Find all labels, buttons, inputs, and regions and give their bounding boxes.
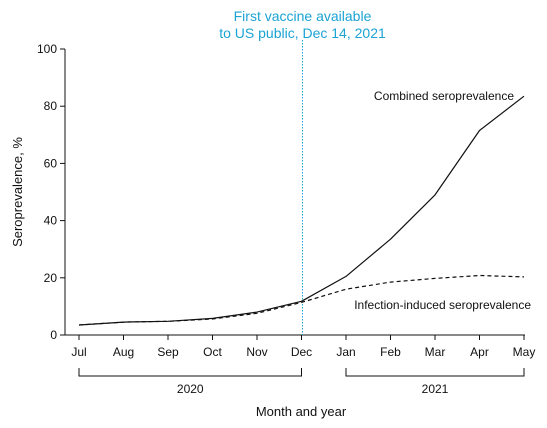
x-tick-label: May [513,345,536,359]
y-tick-label: 80 [44,99,58,113]
y-tick-label: 40 [44,214,58,228]
x-tick-label: Oct [203,345,222,359]
y-tick-label: 60 [44,156,58,170]
x-tick-label: Apr [470,345,489,359]
y-tick-label: 0 [50,328,57,342]
y-axis-title: Seroprevalence, % [10,137,25,247]
vaccine-annotation-line2: to US public, Dec 14, 2021 [219,25,386,41]
x-axis-title: Month and year [256,404,347,419]
x-tick-label: Feb [380,345,401,359]
x-tick-label: Dec [291,345,312,359]
year-label: 2020 [177,382,204,396]
year-label: 2021 [422,382,449,396]
year-bracket [78,368,302,377]
x-tick-label: Mar [425,345,446,359]
infection-series-line [78,274,525,326]
infection-series-label: Infection-induced seroprevalence [354,298,531,312]
y-tick-label: 20 [44,271,58,285]
x-tick-label: Aug [113,345,134,359]
vaccine-annotation-line1: First vaccine available [234,8,372,24]
axes: 0 20 40 60 80 100 Jul Aug Sep Oct Nov Dec Jan Feb Mar A… [37,42,535,396]
combined-series-line [78,95,525,326]
x-tick-label: Sep [157,345,179,359]
year-bracket [345,368,525,377]
x-tick-label: Jan [336,345,355,359]
series [78,95,525,326]
y-tick-label: 100 [37,42,57,56]
x-tick-label: Nov [246,345,267,359]
combined-series-label: Combined seroprevalence [374,89,514,103]
x-tick-label: Jul [71,345,86,359]
